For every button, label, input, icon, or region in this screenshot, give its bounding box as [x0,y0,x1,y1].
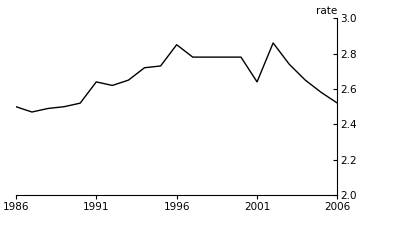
Text: rate: rate [316,6,337,16]
